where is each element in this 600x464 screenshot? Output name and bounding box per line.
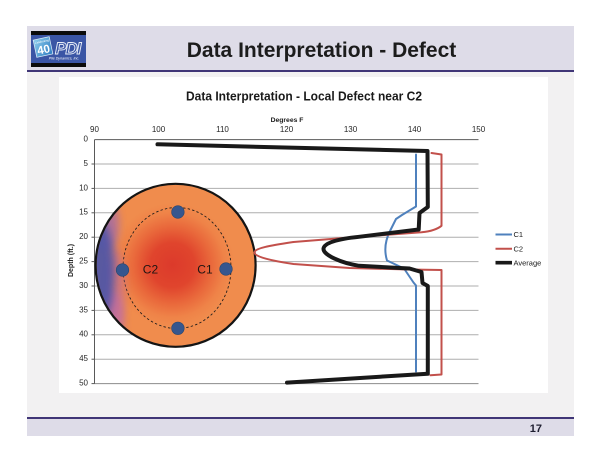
svg-text:100: 100 — [152, 125, 166, 134]
svg-text:25: 25 — [79, 257, 88, 266]
svg-text:Depth (ft.): Depth (ft.) — [68, 244, 75, 277]
svg-text:Pile Dynamics, Inc.: Pile Dynamics, Inc. — [49, 57, 80, 61]
svg-text:130: 130 — [344, 125, 358, 134]
svg-text:50: 50 — [79, 379, 88, 388]
svg-text:Degrees F: Degrees F — [271, 117, 304, 124]
svg-text:140: 140 — [408, 125, 422, 134]
svg-text:C2: C2 — [514, 245, 524, 254]
svg-text:150: 150 — [472, 125, 486, 134]
svg-text:PDI: PDI — [55, 39, 83, 58]
svg-text:15: 15 — [79, 208, 88, 217]
svg-text:45: 45 — [79, 354, 88, 363]
svg-text:Celebrating: Celebrating — [34, 38, 49, 45]
svg-text:C1: C1 — [197, 262, 213, 276]
svg-text:40: 40 — [36, 43, 51, 57]
svg-text:40: 40 — [79, 330, 88, 339]
svg-text:C1: C1 — [514, 230, 524, 239]
svg-text:35: 35 — [79, 305, 88, 314]
svg-text:10: 10 — [79, 183, 88, 192]
svg-text:110: 110 — [216, 125, 229, 134]
svg-text:30: 30 — [79, 281, 88, 290]
svg-text:C2: C2 — [143, 262, 159, 276]
svg-text:120: 120 — [280, 125, 294, 134]
svg-text:20: 20 — [79, 232, 88, 241]
svg-text:Data Interpretation - Local De: Data Interpretation - Local Defect near … — [186, 89, 422, 104]
svg-text:0: 0 — [84, 135, 89, 144]
svg-text:Average: Average — [514, 258, 542, 267]
svg-text:5: 5 — [84, 159, 89, 168]
svg-text:90: 90 — [90, 125, 99, 134]
